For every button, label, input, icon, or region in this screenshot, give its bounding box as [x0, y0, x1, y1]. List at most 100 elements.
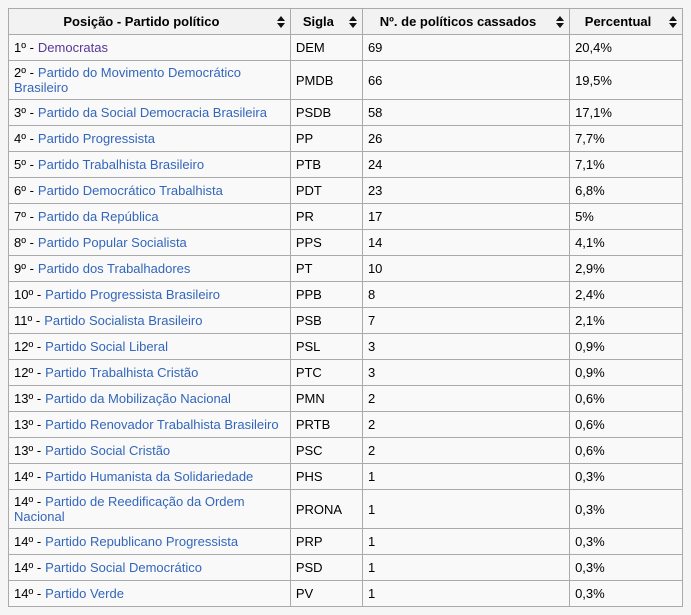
- sigla-cell: PV: [289, 580, 363, 607]
- sigla-cell: PTC: [289, 359, 363, 386]
- table-row: 6º - Partido Democrático Trabalhista PDT …: [8, 177, 683, 204]
- cassados-count-cell: 8: [361, 281, 571, 308]
- table-row: 13º - Partido da Mobilização Nacional PMN…: [8, 385, 683, 412]
- table-row: 13º - Partido Social Cristão PSC 2 0,6%: [8, 437, 683, 464]
- party-link[interactable]: Partido da Social Democracia Brasileira: [37, 105, 267, 120]
- column-header-percentual[interactable]: Percentual: [569, 8, 683, 35]
- party-link[interactable]: Partido dos Trabalhadores: [37, 261, 191, 276]
- party-cell: 8º - Partido Popular Socialista: [8, 229, 291, 256]
- party-link[interactable]: Partido Democrático Trabalhista: [37, 183, 223, 198]
- party-link[interactable]: Partido Social Cristão: [45, 443, 171, 458]
- sigla-cell: PR: [289, 203, 363, 230]
- party-cell: 1º - Democratas: [8, 34, 291, 61]
- sigla-cell: PP: [289, 125, 363, 152]
- cassados-count-cell: 3: [361, 333, 571, 360]
- table-row: 11º - Partido Socialista Brasileiro PSB 7…: [8, 307, 683, 334]
- sigla-cell: PPB: [289, 281, 363, 308]
- party-link[interactable]: Partido Humanista da Solidariedade: [45, 469, 254, 484]
- sort-both-icon[interactable]: [348, 15, 357, 28]
- position-label: 14º -: [14, 534, 42, 549]
- sigla-cell: PPS: [289, 229, 363, 256]
- party-link[interactable]: Partido Republicano Progressista: [45, 534, 239, 549]
- table-row: 9º - Partido dos Trabalhadores PT 10 2,9%: [8, 255, 683, 282]
- position-label: 13º -: [14, 417, 42, 432]
- party-cell: 9º - Partido dos Trabalhadores: [8, 255, 291, 282]
- percentual-cell: 0,6%: [569, 437, 683, 464]
- cassados-table: Posição - Partido político Sigla Nº. de …: [8, 8, 683, 607]
- party-cell: 12º - Partido Trabalhista Cristão: [8, 359, 291, 386]
- party-link[interactable]: Partido Socialista Brasileiro: [44, 313, 203, 328]
- sort-both-icon[interactable]: [669, 15, 677, 28]
- party-link[interactable]: Partido Renovador Trabalhista Brasileiro: [45, 417, 279, 432]
- column-header-label: Sigla: [302, 14, 334, 29]
- sigla-cell: PTB: [289, 151, 363, 178]
- party-cell: 14º - Partido Republicano Progressista: [8, 528, 291, 555]
- percentual-cell: 0,6%: [569, 411, 683, 438]
- cassados-count-cell: 66: [361, 60, 571, 100]
- cassados-count-cell: 7: [361, 307, 571, 334]
- table-row: 2º - Partido do Movimento Democrático Bra…: [8, 60, 683, 100]
- party-link[interactable]: Partido de Reedificação da Ordem Naciona…: [14, 494, 245, 524]
- party-link[interactable]: Partido Social Liberal: [45, 339, 169, 354]
- party-cell: 14º - Partido Social Democrático: [8, 554, 291, 581]
- percentual-cell: 0,9%: [569, 359, 683, 386]
- party-link[interactable]: Democratas: [37, 40, 108, 55]
- position-label: 9º -: [14, 261, 34, 276]
- table-row: 14º - Partido Humanista da Solidariedade …: [8, 463, 683, 490]
- party-link[interactable]: Partido Progressista: [37, 131, 155, 146]
- percentual-cell: 19,5%: [569, 60, 683, 100]
- party-link[interactable]: Partido Verde: [45, 586, 124, 601]
- percentual-cell: 7,1%: [569, 151, 683, 178]
- percentual-cell: 6,8%: [569, 177, 683, 204]
- percentual-cell: 5%: [569, 203, 683, 230]
- party-cell: 7º - Partido da República: [8, 203, 291, 230]
- percentual-cell: 0,3%: [569, 489, 683, 529]
- sigla-cell: PSB: [289, 307, 363, 334]
- cassados-count-cell: 24: [361, 151, 571, 178]
- sigla-cell: PSC: [289, 437, 363, 464]
- sigla-cell: PRTB: [289, 411, 363, 438]
- party-link[interactable]: Partido do Movimento Democrático Brasile…: [14, 65, 241, 95]
- position-label: 14º -: [14, 586, 42, 601]
- column-header-label: Posição - Partido político: [63, 14, 220, 29]
- column-header-posicao-partido[interactable]: Posição - Partido político: [8, 8, 291, 35]
- cassados-count-cell: 2: [361, 411, 571, 438]
- cassados-count-cell: 1: [361, 463, 571, 490]
- position-label: 13º -: [14, 443, 42, 458]
- party-link[interactable]: Partido da República: [37, 209, 159, 224]
- cassados-count-cell: 17: [361, 203, 571, 230]
- party-link[interactable]: Partido Trabalhista Brasileiro: [37, 157, 205, 172]
- column-header-sigla[interactable]: Sigla: [289, 8, 363, 35]
- table-row: 14º - Partido Verde PV 1 0,3%: [8, 580, 683, 607]
- percentual-cell: 2,1%: [569, 307, 683, 334]
- percentual-cell: 0,3%: [569, 528, 683, 555]
- party-cell: 4º - Partido Progressista: [8, 125, 291, 152]
- sigla-cell: PMDB: [289, 60, 363, 100]
- percentual-cell: 4,1%: [569, 229, 683, 256]
- table-row: 14º - Partido Republicano Progressista PR…: [8, 528, 683, 555]
- party-link[interactable]: Partido Progressista Brasileiro: [45, 287, 221, 302]
- party-link[interactable]: Partido Popular Socialista: [37, 235, 187, 250]
- position-label: 12º -: [14, 365, 42, 380]
- sigla-cell: PMN: [289, 385, 363, 412]
- cassados-count-cell: 1: [361, 528, 571, 555]
- party-cell: 6º - Partido Democrático Trabalhista: [8, 177, 291, 204]
- party-link[interactable]: Partido Trabalhista Cristão: [45, 365, 199, 380]
- party-cell: 13º - Partido da Mobilização Nacional: [8, 385, 291, 412]
- position-label: 14º -: [14, 469, 42, 484]
- position-label: 8º -: [14, 235, 34, 250]
- sort-both-icon[interactable]: [556, 15, 565, 28]
- cassados-count-cell: 1: [361, 554, 571, 581]
- sort-both-icon[interactable]: [276, 15, 285, 28]
- party-link[interactable]: Partido Social Democrático: [45, 560, 202, 575]
- position-label: 4º -: [14, 131, 34, 146]
- table-row: 13º - Partido Renovador Trabalhista Brasi…: [8, 411, 683, 438]
- column-header-cassados[interactable]: Nº. de políticos cassados: [361, 8, 571, 35]
- sigla-cell: PSDB: [289, 99, 363, 126]
- position-label: 12º -: [14, 339, 42, 354]
- table-row: 7º - Partido da República PR 17 5%: [8, 203, 683, 230]
- position-label: 7º -: [14, 209, 34, 224]
- party-link[interactable]: Partido da Mobilização Nacional: [45, 391, 231, 406]
- cassados-count-cell: 23: [361, 177, 571, 204]
- percentual-cell: 17,1%: [569, 99, 683, 126]
